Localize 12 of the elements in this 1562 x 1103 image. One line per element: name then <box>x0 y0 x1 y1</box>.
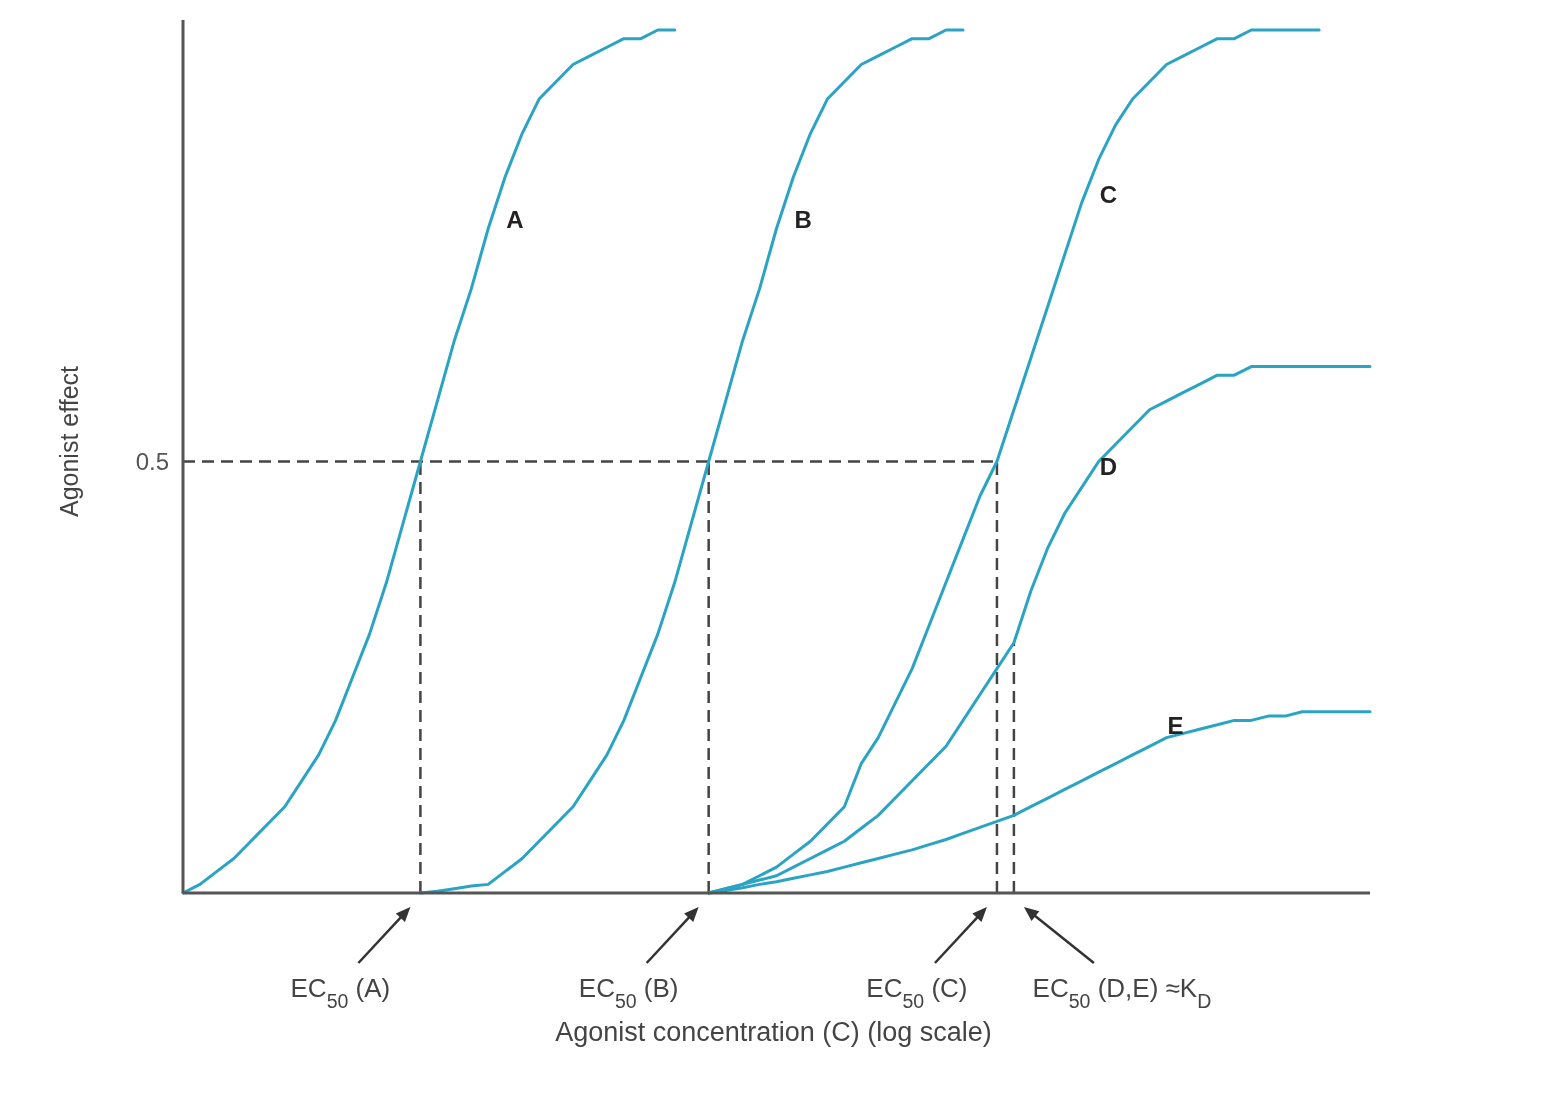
text: EC$_{50}$ (B) <box>578 973 679 1012</box>
y-axis-title: Agonist effect <box>55 365 83 518</box>
text: 0.5 <box>135 447 169 475</box>
series-label: A <box>506 206 524 234</box>
series-label: D <box>1099 453 1118 481</box>
series-label: E <box>1167 712 1184 740</box>
text: EC$_{50}$ (A) <box>290 973 391 1012</box>
text: EC$_{50}$ (C) <box>866 973 968 1012</box>
series-label: B <box>794 206 812 234</box>
text: EC$_{50}$ (D,E) ≈K$_{D}$ <box>1032 973 1212 1012</box>
series-label: C <box>1099 180 1118 208</box>
x-axis-title: Agonist concentration (C) (log scale) <box>555 1017 992 1047</box>
